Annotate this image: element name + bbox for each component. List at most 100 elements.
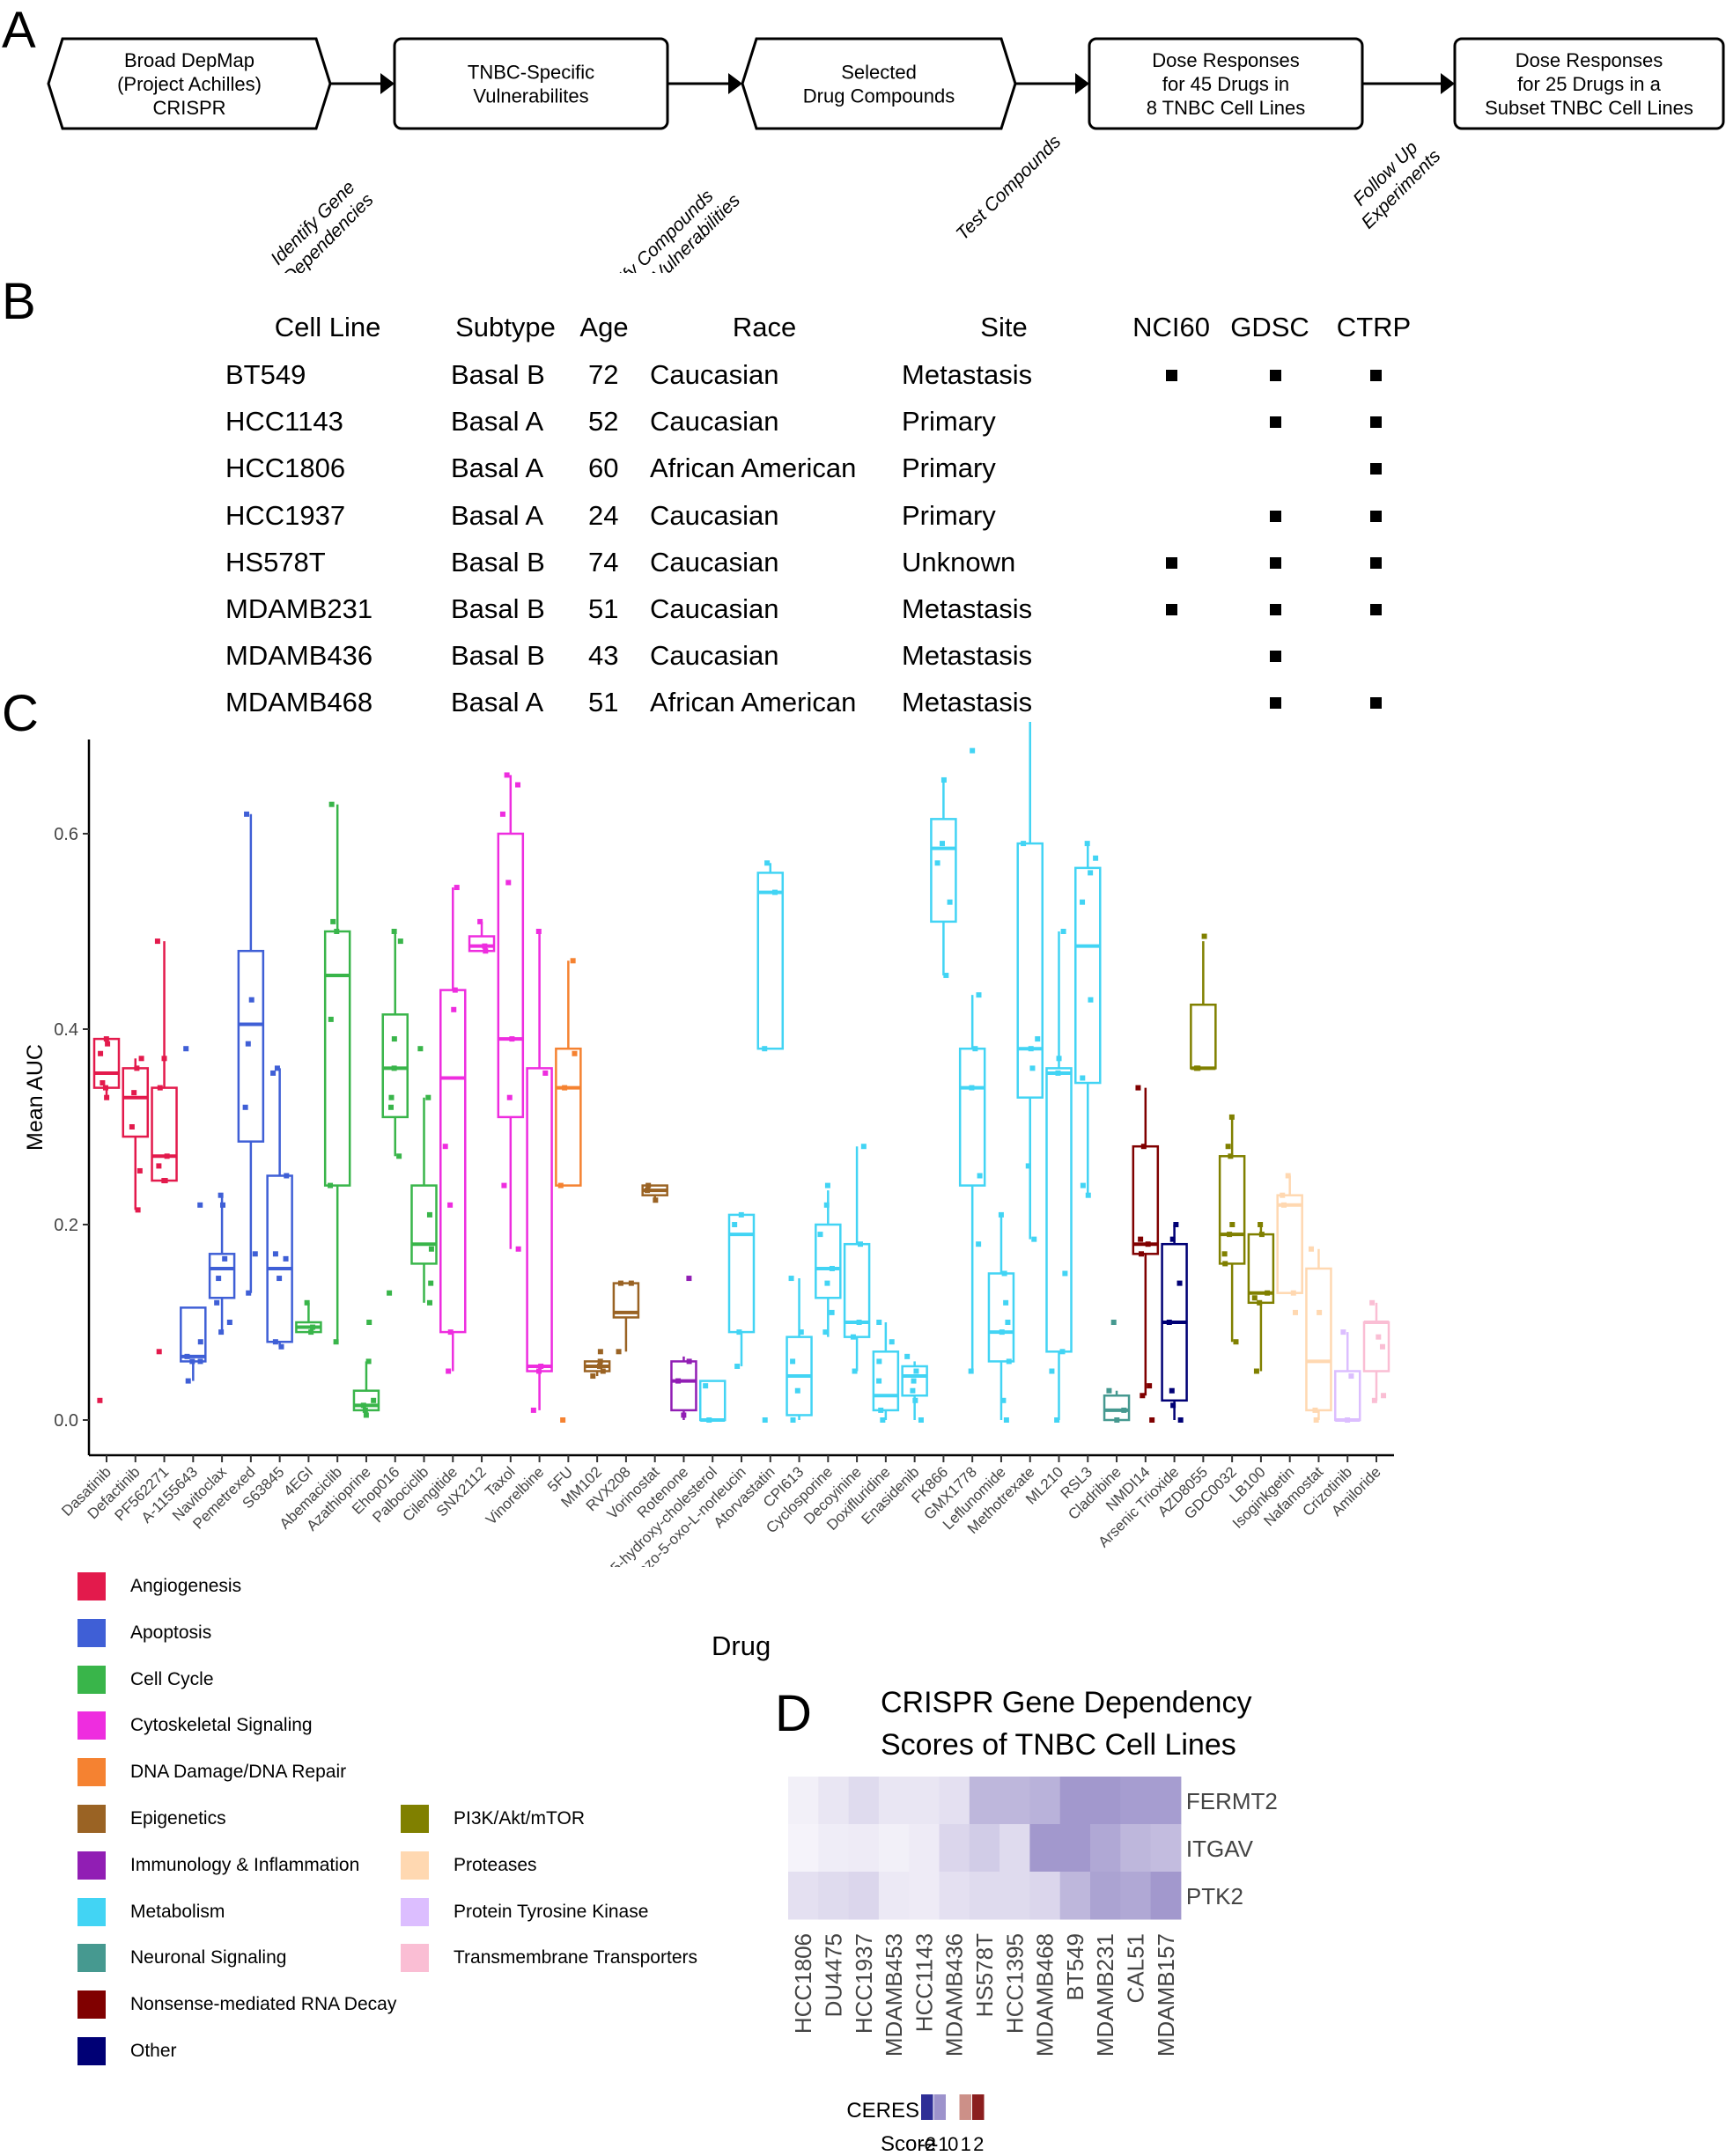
box-iqr [1190,1004,1217,1070]
data-point [1173,1222,1179,1227]
cell-subtype: Basal A [451,453,544,484]
data-point [1149,1417,1155,1423]
cell-subtype: Basal A [451,499,544,531]
data-point [1080,1075,1086,1081]
table-header: Cell Line [274,312,381,342]
legend-label: PI3K/Akt/mTOR [454,1808,585,1829]
data-point [976,992,982,998]
box-vorinostat [641,1182,668,1203]
box-iqr [526,1067,553,1372]
data-point [1049,1368,1055,1374]
legend-swatch [77,1758,106,1787]
legend-label: Apoptosis [130,1622,212,1643]
membership-marker-gdsc [1270,370,1281,381]
data-point [1229,1222,1235,1227]
cell-age: 60 [588,453,619,484]
data-point [977,1173,983,1179]
data-point [272,1339,278,1345]
legend-label: Other [130,2041,177,2061]
box-leflunomide [987,1211,1015,1423]
data-point [1056,1056,1062,1062]
legend-item: Nonsense-mediated RNA Decay [77,1990,396,2020]
data-point [391,1036,397,1042]
data-point [998,1211,1004,1218]
legend-label: Epigenetics [130,1808,226,1829]
legend-label: Immunology & Inflammation [130,1854,360,1875]
data-point [131,1090,137,1096]
cell-site: Primary [902,453,996,484]
cell-age: 43 [588,640,619,672]
legend-swatch [77,1572,106,1600]
data-point [829,1309,835,1315]
data-point [161,1056,167,1062]
box-ehop016 [381,929,409,1296]
box-amiloride [1362,1299,1390,1403]
box-doxifluridine [872,1320,900,1423]
cell-subtype: Basal A [451,687,544,718]
legend-swatch [77,1711,106,1740]
flow-node-text: Subset TNBC Cell Lines [1485,97,1693,119]
panel-label-a: A [2,2,36,59]
data-point [562,1085,568,1091]
legend-item: Epigenetics [77,1805,226,1833]
cell-site: Unknown [902,546,1016,578]
legend-item: Neuronal Signaling [77,1944,286,1973]
box-iqr [727,1213,756,1334]
data-point [876,1358,882,1365]
data-point [156,1349,162,1355]
box-taxol [497,772,525,1252]
data-point [817,1232,823,1238]
legend-item: Proteases [401,1851,537,1880]
box-iqr [266,1174,293,1343]
data-point [157,1085,163,1091]
data-point [1280,1202,1287,1208]
box-5fu [555,958,582,1423]
data-point [328,801,335,807]
data-point [557,1182,564,1188]
legend-swatch [77,1944,106,1973]
heatmap-cell [1090,1777,1121,1825]
workflow-diagram: Broad DepMap(Project Achilles)CRISPR TNBC… [47,37,1725,273]
box-cyclosporine [815,1182,842,1337]
data-point [703,1383,709,1389]
data-point [772,889,778,895]
legend-label: Angiogenesis [130,1576,242,1596]
box-decoyinine [843,1144,871,1374]
table-header: Site [980,312,1028,342]
data-point [1003,1299,1009,1306]
cell-subtype: Basal B [451,593,545,624]
heatmap-cell [999,1824,1030,1873]
data-point [880,1417,886,1423]
cell-cell-line: MDAMB468 [225,687,373,718]
data-point [1257,1299,1263,1306]
data-point [732,1222,738,1227]
arrow-head-icon [1075,73,1089,94]
data-point [446,1368,452,1374]
data-point [1088,997,1094,1003]
arrow-head-icon [728,73,742,94]
heatmap-cell [969,1872,1000,1920]
data-point [1345,1417,1351,1423]
heatmap-cell [1090,1872,1121,1920]
heatmap-cell [1090,1824,1121,1873]
data-point [310,1324,316,1330]
data-point [762,1417,768,1423]
data-point [425,1094,432,1100]
data-point [542,1070,549,1076]
cell-line-table: Cell Line Subtype Age Race Site NCI60 GDSC CTRP… [0,299,1726,722]
cell-cell-line: HS578T [225,546,326,578]
box-rvx208 [612,1280,640,1355]
heatmap-cell [878,1824,910,1873]
data-point [913,1368,919,1374]
box-iqr [872,1350,900,1412]
data-point [1340,1329,1346,1336]
flow-node-text: (Project Achilles) [117,73,262,95]
data-point [597,1358,603,1365]
table-header: NCI60 [1132,312,1210,342]
data-point [536,1368,542,1374]
data-point [164,1153,170,1159]
data-point [304,1299,310,1306]
box-iqr [815,1223,842,1299]
